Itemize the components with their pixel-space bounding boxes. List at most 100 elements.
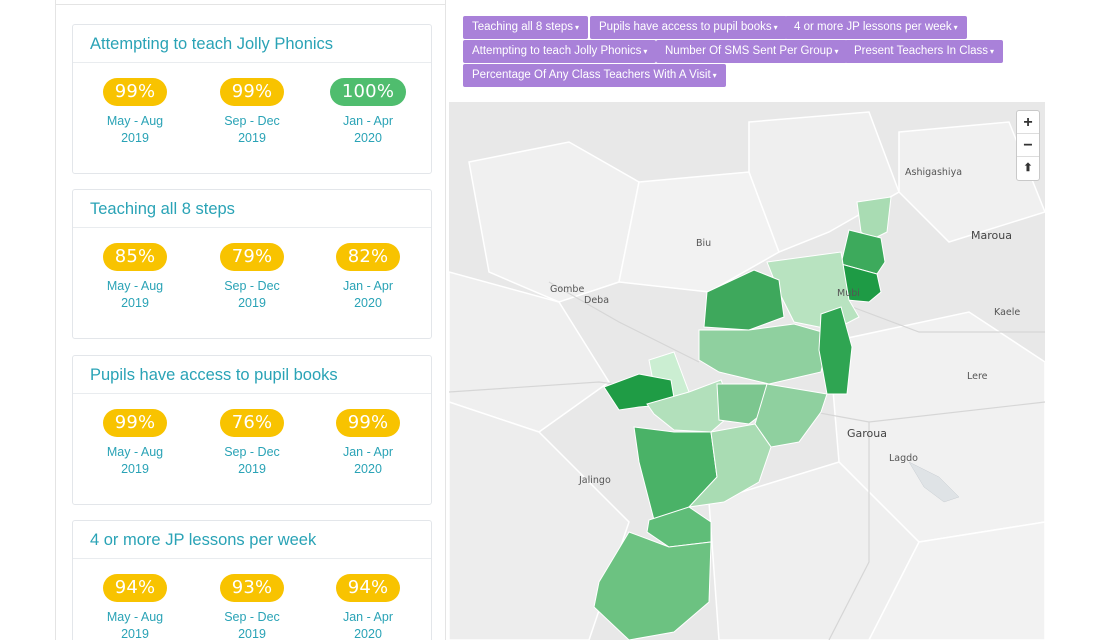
place-label: Biu [696, 238, 712, 249]
filter-tag-attempting-jolly-phonics[interactable]: Attempting to teach Jolly Phonics ▾ [463, 40, 657, 63]
period-label: Jan - Apr [342, 445, 394, 459]
indicator-panel: Attempting to teach Jolly Phonics 99% Ma… [55, 0, 446, 640]
chevron-down-icon: ▾ [834, 47, 839, 56]
filter-label: Number Of SMS Sent Per Group [665, 45, 833, 57]
value-badge: 76% [220, 409, 284, 437]
indicator-card: Pupils have access to pupil books 99% Ma… [72, 355, 432, 505]
year-label: 2020 [354, 462, 382, 476]
value-badge: 94% [336, 574, 400, 602]
stat: 99% May - Aug 2019 [85, 409, 185, 478]
filter-tag-present-teachers[interactable]: Present Teachers In Class ▾ [845, 40, 1004, 63]
period-label: Jan - Apr [342, 114, 394, 128]
choropleth-regions [593, 196, 892, 640]
value-badge: 99% [220, 78, 284, 106]
value-badge: 93% [220, 574, 284, 602]
value-badge: 94% [103, 574, 167, 602]
value-badge: 82% [336, 243, 400, 271]
stat: 99% Jan - Apr 2020 [318, 409, 418, 478]
filter-label: Teaching all 8 steps [472, 21, 574, 33]
place-label: Mubi [837, 288, 860, 299]
map-canvas[interactable] [449, 102, 1045, 640]
stat: 100% Jan - Apr 2020 [318, 78, 418, 147]
year-label: 2019 [121, 462, 149, 476]
zoom-controls: + − ⬆ [1016, 110, 1040, 181]
filter-label: Attempting to teach Jolly Phonics [472, 45, 642, 57]
chevron-down-icon: ▾ [712, 71, 717, 80]
stat: 94% May - Aug 2019 [85, 574, 185, 640]
region [703, 269, 785, 331]
value-badge: 100% [330, 78, 406, 106]
year-label: 2020 [354, 131, 382, 145]
filter-tag-jp-lessons[interactable]: 4 or more JP lessons per week ▾ [785, 16, 967, 39]
region [687, 423, 772, 508]
card-title: Teaching all 8 steps [73, 190, 431, 228]
indicator-card: Attempting to teach Jolly Phonics 99% Ma… [72, 24, 432, 174]
stat: 85% May - Aug 2019 [85, 243, 185, 312]
period-label: May - Aug [106, 610, 164, 624]
year-label: 2019 [121, 296, 149, 310]
stat: 79% Sep - Dec 2019 [202, 243, 302, 312]
filter-tag-pupil-books[interactable]: Pupils have access to pupil books ▾ [590, 16, 787, 39]
card-title: 4 or more JP lessons per week [73, 521, 431, 559]
value-badge: 85% [103, 243, 167, 271]
year-label: 2019 [238, 296, 266, 310]
filter-tag-teachers-visit[interactable]: Percentage Of Any Class Teachers With A … [463, 64, 726, 87]
year-label: 2019 [121, 131, 149, 145]
region [646, 379, 735, 433]
chevron-down-icon: ▾ [643, 47, 648, 56]
chevron-down-icon: ▾ [773, 23, 778, 32]
year-label: 2020 [354, 296, 382, 310]
chevron-down-icon: ▾ [990, 47, 995, 56]
filter-tag-sms-sent[interactable]: Number Of SMS Sent Per Group ▾ [656, 40, 848, 63]
year-label: 2019 [238, 131, 266, 145]
filter-label: Percentage Of Any Class Teachers With A … [472, 69, 711, 81]
indicator-card: 4 or more JP lessons per week 94% May - … [72, 520, 432, 640]
year-label: 2019 [238, 627, 266, 640]
stat: 94% Jan - Apr 2020 [318, 574, 418, 640]
period-label: Jan - Apr [342, 610, 394, 624]
place-label: Maroua [971, 229, 1012, 242]
zoom-in-button[interactable]: + [1017, 111, 1039, 134]
region [698, 323, 830, 385]
card-title: Pupils have access to pupil books [73, 356, 431, 394]
year-label: 2019 [238, 462, 266, 476]
place-label: Jalingo [579, 475, 611, 486]
place-label: Gombe [550, 284, 585, 295]
place-label: Ashigashiya [905, 167, 963, 178]
period-label: May - Aug [106, 445, 164, 459]
base-land [449, 102, 1045, 640]
year-label: 2019 [121, 627, 149, 640]
place-label: Garoua [847, 427, 887, 440]
place-label: Kaele [994, 307, 1021, 318]
stat: 93% Sep - Dec 2019 [202, 574, 302, 640]
filter-tag-teaching-8-steps[interactable]: Teaching all 8 steps ▾ [463, 16, 589, 39]
card-title: Attempting to teach Jolly Phonics [73, 25, 431, 63]
indicator-card: Teaching all 8 steps 85% May - Aug 2019 7… [72, 189, 432, 339]
period-label: Jan - Apr [342, 279, 394, 293]
stat: 99% May - Aug 2019 [85, 78, 185, 147]
value-badge: 99% [336, 409, 400, 437]
reset-north-button[interactable]: ⬆ [1023, 162, 1033, 174]
place-label: Deba [584, 295, 610, 306]
place-label: Lagdo [889, 453, 918, 464]
choropleth-map[interactable]: + − ⬆ Ashigashiya Maroua Biu Gombe Deba … [449, 102, 1045, 640]
period-label: Sep - Dec [224, 445, 280, 459]
chevron-down-icon: ▾ [575, 23, 580, 32]
filter-label: 4 or more JP lessons per week [794, 21, 952, 33]
zoom-out-button[interactable]: − [1017, 134, 1039, 157]
filter-label: Pupils have access to pupil books [599, 21, 772, 33]
region [856, 196, 892, 241]
region [818, 306, 853, 395]
stat: 76% Sep - Dec 2019 [202, 409, 302, 478]
chevron-down-icon: ▾ [953, 23, 958, 32]
period-label: May - Aug [106, 114, 164, 128]
value-badge: 99% [103, 78, 167, 106]
stat: 82% Jan - Apr 2020 [318, 243, 418, 312]
value-badge: 99% [103, 409, 167, 437]
filter-label: Present Teachers In Class [854, 45, 989, 57]
period-label: Sep - Dec [224, 114, 280, 128]
region [593, 531, 712, 640]
period-label: Sep - Dec [224, 610, 280, 624]
year-label: 2020 [354, 627, 382, 640]
stat: 99% Sep - Dec 2019 [202, 78, 302, 147]
